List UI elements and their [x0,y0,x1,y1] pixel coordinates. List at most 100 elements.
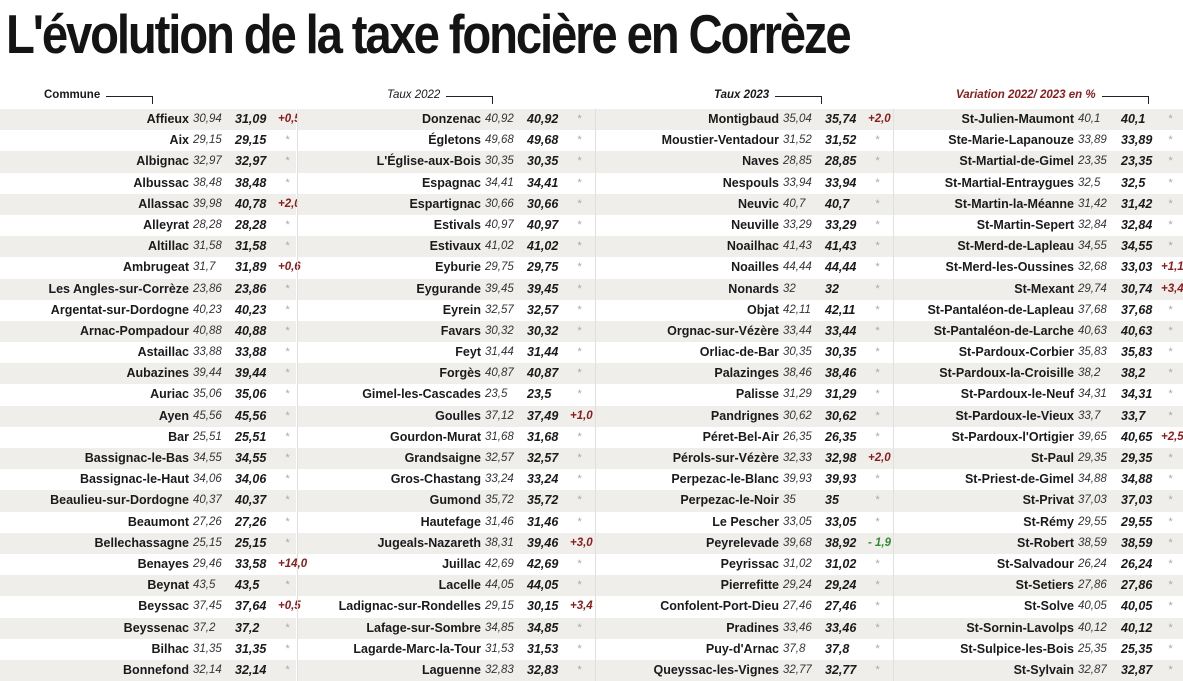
commune-name: Perpezac-le-Blanc [671,472,779,487]
commune-name: Le Pescher [712,514,779,529]
taux-2022-value: 25,51 [193,430,222,443]
variation-value: * [1168,515,1173,528]
table-row: Altillac 31,58 31,58 * [0,236,296,258]
table-row: Perpezac-le-Noir 35 35 * [596,490,893,512]
taux-2022-value: 39,65 [1078,430,1107,443]
commune-name: Juillac [442,556,481,571]
commune-name: Bassignac-le-Haut [79,472,189,487]
taux-2022-value: 32,57 [485,452,514,464]
commune-name: St-Sornin-Lavolps [966,620,1074,635]
table-row: St-Paul 29,35 29,35 * [894,448,1183,470]
variation-value: * [285,536,290,549]
commune-name: Goulles [435,408,481,423]
table-row: Ste-Marie-Lapanouze 33,89 33,89 * [894,130,1183,151]
taux-2022-value: 30,35 [783,346,812,359]
commune-name: St-Rémy [1023,514,1074,529]
variation-value: * [1168,557,1173,570]
commune-name: St-Julien-Maumont [961,112,1075,126]
taux-2023-value: 40,7 [825,196,850,211]
taux-2023-value: 38,2 [1121,366,1146,381]
table-row: Palisse 31,29 31,29 * [596,384,893,405]
taux-2023-value: 39,45 [527,281,559,296]
taux-2022-value: 33,94 [783,176,812,189]
variation-value: * [577,388,582,401]
variation-value: * [875,346,880,359]
table-row: Palazinges 38,46 38,46 * [596,363,893,385]
legend-variation: Variation 2022/ 2023 en % [956,86,1149,104]
variation-value: * [285,367,290,380]
commune-name: Gimel-les-Cascades [362,387,481,402]
taux-2022-value: 29,46 [193,557,222,570]
taux-2022-value: 37,45 [193,600,222,613]
variation-value: +3,4 [570,600,593,613]
taux-2023-value: 30,35 [527,154,559,169]
table-row: Alleyrat 28,28 28,28 * [0,215,296,236]
commune-name: Pradines [726,620,779,635]
taux-2023-value: 33,94 [825,175,857,190]
taux-2023-value: 40,97 [527,217,559,232]
taux-2022-value: 40,63 [1078,324,1107,337]
legend-commune-label: Commune [44,89,101,101]
taux-2023-value: 26,24 [1121,556,1153,571]
taux-2023-value: 31,42 [1121,196,1153,211]
taux-2023-value: 37,2 [235,620,260,635]
commune-name: Naves [742,154,779,169]
taux-2023-value: 23,5 [527,387,552,402]
variation-value: * [1168,240,1173,253]
taux-2023-value: 32,57 [527,451,559,465]
table-row: Bonnefond 32,14 32,14 * [0,659,296,681]
taux-2022-value: 29,75 [485,261,514,274]
table-row: Estivaux 41,02 41,02 * [298,236,595,258]
variation-value: +1,0 [570,409,593,422]
commune-name: Perpezac-le-Noir [680,493,779,508]
taux-2022-value: 41,02 [485,240,514,253]
variation-value: * [875,282,880,295]
variation-value: * [875,557,880,570]
commune-name: St-Merd-de-Lapleau [957,239,1074,254]
variation-value: * [1168,579,1173,592]
taux-2023-value: 32,98 [825,451,857,465]
taux-2022-value: 49,68 [485,134,514,147]
commune-name: St-Sulpice-les-Bois [960,641,1074,656]
table-column-3: Montigbaud 35,04 35,74 +2,0 Moustier-Ventado… [595,109,893,681]
table-row: Bilhac 31,35 31,35 * [0,639,296,660]
taux-2023-value: 23,35 [1121,154,1153,169]
taux-2023-value: 34,06 [235,472,267,487]
commune-name: Albussac [133,175,189,190]
commune-name: Eygurande [416,281,481,296]
commune-name: Grandsaigne [404,451,481,465]
variation-value: * [875,430,880,443]
table-row: Albignac 32,97 32,97 * [0,151,296,173]
variation-value: +0,6 [278,261,301,274]
taux-2022-value: 31,53 [485,642,514,655]
table-row: Gourdon-Murat 31,68 31,68 * [298,427,595,448]
taux-2022-value: 40,88 [193,324,222,337]
commune-name: Laguenne [421,662,481,677]
commune-name: Orgnac-sur-Vézère [667,323,779,338]
taux-2022-value: 32,83 [485,663,514,676]
taux-2023-value: 25,51 [235,429,267,444]
table-row: St-Martin-la-Méanne 31,42 31,42 * [894,193,1183,215]
table-row: St-Pardoux-Corbier 35,83 35,83 * [894,342,1183,363]
taux-2023-value: 30,66 [527,196,559,211]
variation-value: * [1168,600,1173,613]
table-column-4: St-Julien-Maumont 40,1 40,1 * Ste-Marie-Lapa… [893,109,1183,681]
taux-2022-value: 32,97 [193,155,222,168]
commune-name: Peyrelevade [706,535,779,550]
variation-value: * [577,621,582,634]
table-row: Nespouls 33,94 33,94 * [596,173,893,194]
taux-2023-value: 32,84 [1121,217,1153,232]
taux-2022-value: 40,92 [485,113,514,125]
taux-2022-value: 30,62 [783,409,812,422]
taux-2022-value: 40,23 [193,303,222,316]
taux-2022-value: 34,88 [1078,473,1107,486]
commune-name: Alleyrat [143,217,189,232]
commune-name: Donzenac [421,112,481,126]
variation-value: * [577,261,582,274]
taux-2022-value: 31,58 [193,240,222,253]
table-row: Feyt 31,44 31,44 * [298,342,595,363]
table-row: St-Sylvain 32,87 32,87 * [894,659,1183,681]
taux-2023-value: 40,12 [1121,620,1153,635]
commune-name: Queyssac-les-Vignes [653,662,779,677]
taux-2022-value: 40,87 [485,367,514,380]
